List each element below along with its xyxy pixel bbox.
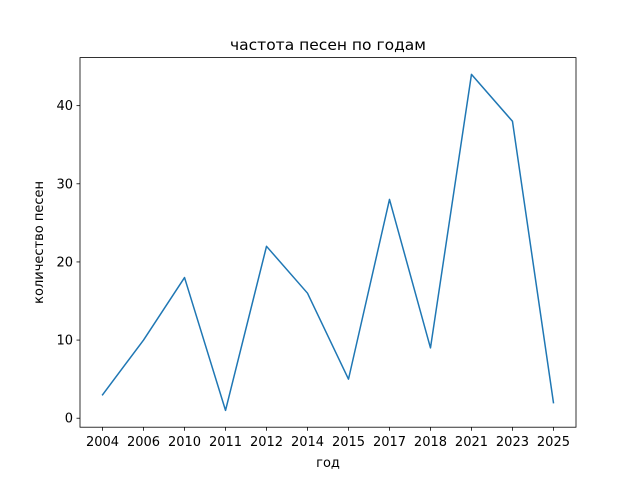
x-tick-label: 2011 bbox=[209, 435, 242, 450]
x-tick-label: 2021 bbox=[455, 435, 488, 450]
x-tick-label: 2025 bbox=[537, 435, 570, 450]
y-tick-label: 30 bbox=[56, 177, 73, 192]
y-axis-label: количество песен bbox=[32, 181, 47, 304]
chart-title: частота песен по годам bbox=[230, 36, 426, 54]
x-tick-label: 2012 bbox=[250, 435, 283, 450]
x-tick-label: 2017 bbox=[373, 435, 406, 450]
x-tick-label: 2018 bbox=[414, 435, 447, 450]
x-tick-label: 2023 bbox=[496, 435, 529, 450]
x-tick-label: 2006 bbox=[127, 435, 160, 450]
x-tick-label: 2010 bbox=[168, 435, 201, 450]
y-tick-label: 10 bbox=[56, 334, 73, 349]
y-tick-label: 0 bbox=[65, 412, 73, 427]
y-tick-label: 40 bbox=[56, 99, 73, 114]
x-tick-label: 2015 bbox=[332, 435, 365, 450]
x-axis-label: год bbox=[316, 456, 340, 471]
x-tick-label: 2014 bbox=[291, 435, 324, 450]
y-tick-label: 20 bbox=[56, 255, 73, 270]
x-tick-label: 2004 bbox=[86, 435, 119, 450]
